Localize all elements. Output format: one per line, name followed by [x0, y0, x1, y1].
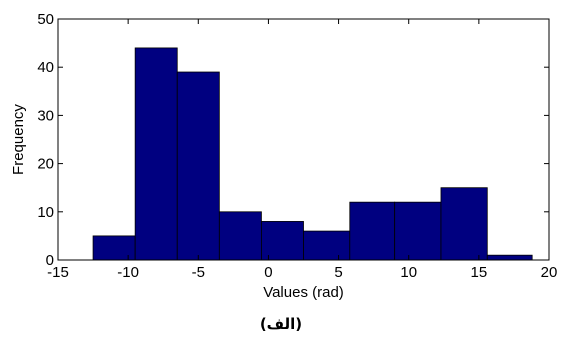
x-axis-label: Values (rad) — [263, 284, 344, 301]
x-tick-label-5: 10 — [400, 264, 417, 281]
histogram-bar-0 — [92, 235, 136, 261]
x-tick-label-3: 0 — [264, 264, 272, 281]
ticks-layer: -15 -10 -5 0 5 10 15 20 0 10 20 30 40 50 — [37, 11, 557, 281]
x-tick-label-4: 5 — [334, 264, 342, 281]
y-tick-label-3: 30 — [37, 107, 54, 124]
figure-caption: (الف) — [260, 315, 302, 333]
x-tick-label-7: 20 — [541, 264, 558, 281]
histogram-bar-4 — [261, 221, 304, 261]
histogram-bar-9 — [486, 254, 533, 261]
x-tick-label-1: -10 — [117, 264, 139, 281]
y-tick-label-0: 0 — [46, 252, 54, 269]
histogram-bar-2 — [176, 71, 220, 261]
histogram-bar-3 — [218, 211, 262, 261]
x-tick-label-2: -5 — [192, 264, 205, 281]
histogram-bar-6 — [349, 201, 396, 261]
plot-frame — [57, 18, 550, 261]
x-tick-label-6: 15 — [471, 264, 488, 281]
y-tick-label-5: 50 — [37, 11, 54, 28]
bars-layer — [92, 47, 533, 261]
y-tick-label-4: 40 — [37, 59, 54, 76]
y-tick-label-2: 20 — [37, 156, 54, 173]
x-tick-label-0: -15 — [47, 264, 69, 281]
y-axis-label: Frequency — [10, 104, 27, 175]
histogram-bar-5 — [303, 230, 351, 261]
histogram-bar-8 — [440, 187, 488, 261]
y-tick-label-1: 10 — [37, 204, 54, 221]
histogram-bar-7 — [394, 201, 442, 261]
histogram-bar-1 — [134, 47, 178, 261]
